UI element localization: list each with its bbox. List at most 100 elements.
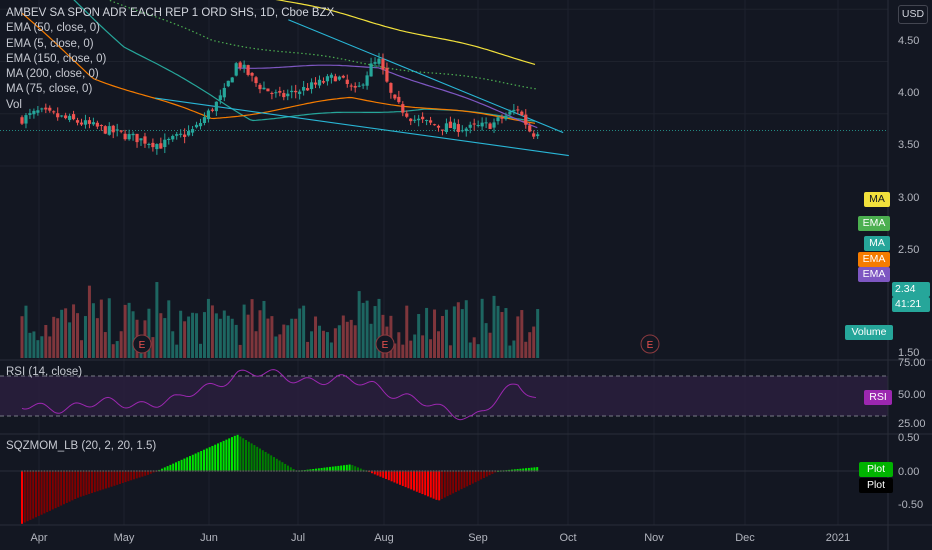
sqz-dot: [530, 470, 533, 472]
sqz-bar: [102, 471, 105, 490]
volume-bar: [516, 316, 520, 358]
candle-body: [274, 92, 278, 94]
sqz-bar: [121, 471, 124, 484]
earnings-marker: [132, 334, 152, 354]
volume-bar: [60, 309, 64, 358]
candle-body: [357, 85, 361, 87]
sqz-bar: [259, 448, 261, 471]
sqz-bar: [460, 471, 463, 490]
sqz-dot: [306, 470, 309, 472]
volume-bar: [202, 312, 206, 358]
sqz-dot: [203, 470, 205, 472]
sqz-dot: [130, 470, 133, 472]
volume-bar: [20, 316, 24, 358]
sqz-bar: [485, 471, 488, 477]
volume-bar: [242, 304, 246, 358]
sqz-bar: [410, 471, 413, 490]
sqz-bar: [443, 471, 446, 498]
sqz-dot: [149, 470, 152, 472]
sqz-label[interactable]: SQZMOM_LB (20, 2, 20, 1.5): [6, 440, 157, 452]
sqz-dot: [155, 470, 158, 472]
sqz-dot: [119, 470, 121, 472]
sqz-bar: [469, 471, 471, 485]
sqz-dot: [404, 470, 407, 472]
candle-body: [504, 115, 508, 120]
sqz-bar: [435, 471, 438, 500]
currency-button[interactable]: USD: [898, 5, 928, 24]
sqz-dot: [354, 470, 357, 472]
candle-body: [24, 115, 28, 124]
sqz-dot: [135, 470, 138, 472]
sqz-bar: [60, 471, 63, 506]
sqz-dot: [113, 470, 116, 472]
sqz-bar: [256, 446, 259, 471]
sqz-bar: [261, 450, 264, 471]
sqz-dot: [455, 470, 457, 472]
candle-body: [147, 144, 151, 146]
volume-bar: [56, 318, 60, 358]
sqz-bar: [424, 471, 427, 496]
sqz-dot: [488, 470, 491, 472]
candle-body: [524, 114, 528, 125]
symbol-title[interactable]: AMBEV SA SPON ADR EACH REP 1 ORD SHS, 1D…: [6, 7, 335, 19]
sqz-dot: [511, 470, 513, 472]
candle-body: [512, 109, 516, 112]
sqz-dot: [169, 470, 172, 472]
volume-bar: [504, 308, 508, 358]
volume-bar: [341, 315, 345, 358]
sqz-bar: [519, 468, 522, 471]
candle-body: [306, 88, 310, 91]
sqz-dot: [469, 470, 471, 472]
legend-ema-5[interactable]: EMA (5, close, 0): [6, 37, 94, 50]
sqz-dot: [21, 470, 23, 472]
legend-ma-200[interactable]: MA (200, close, 0): [6, 68, 99, 81]
sqz-bar: [329, 466, 331, 471]
sqz-bar: [373, 471, 376, 475]
sqz-bar: [351, 465, 354, 471]
price-tick: 2.50: [898, 244, 920, 256]
sqz-dot: [102, 470, 105, 472]
sqz-bar: [421, 471, 424, 495]
candle-body: [329, 74, 333, 78]
sqz-bar: [225, 439, 228, 471]
sqz-bar: [49, 471, 51, 511]
candle-body: [175, 134, 179, 136]
sqz-dot: [217, 470, 219, 472]
legend-ma-75[interactable]: MA (75, close, 0): [6, 83, 93, 96]
sqz-dot: [343, 470, 345, 472]
volume-bar: [433, 309, 437, 358]
rsi-band: [0, 376, 888, 416]
sqz-bar: [371, 471, 373, 474]
candle-body: [79, 122, 84, 125]
rsi-label[interactable]: RSI (14, close): [6, 366, 83, 378]
sqz-bar: [46, 471, 49, 513]
legend-ema-150[interactable]: EMA (150, close, 0): [6, 52, 107, 65]
sqz-bar: [385, 471, 387, 480]
legend-volume[interactable]: Vol: [6, 98, 22, 111]
sqz-bar: [149, 471, 152, 474]
earnings-label: E: [382, 340, 389, 351]
sqz-bar: [124, 471, 127, 483]
sqz-bar: [163, 467, 166, 471]
sqz-bar: [231, 437, 233, 471]
volume-bar: [373, 306, 377, 358]
legend-ema-50[interactable]: EMA (50, close, 0): [6, 22, 100, 35]
volume-bar: [83, 316, 87, 358]
sqz-dot: [508, 470, 511, 472]
volume-bar: [163, 318, 167, 358]
volume-bar: [429, 339, 433, 358]
sqz-dot: [513, 470, 516, 472]
volume-bar: [345, 321, 349, 358]
volume-bar: [230, 318, 234, 358]
sqz-dot: [71, 470, 74, 472]
sqz-dot: [362, 470, 365, 472]
time-label: Jul: [290, 532, 306, 544]
sqz-bar: [180, 459, 183, 471]
candle-body: [230, 77, 234, 83]
candle-body: [131, 133, 135, 136]
sqz-bar: [413, 471, 415, 491]
sqz-dot: [390, 470, 393, 472]
